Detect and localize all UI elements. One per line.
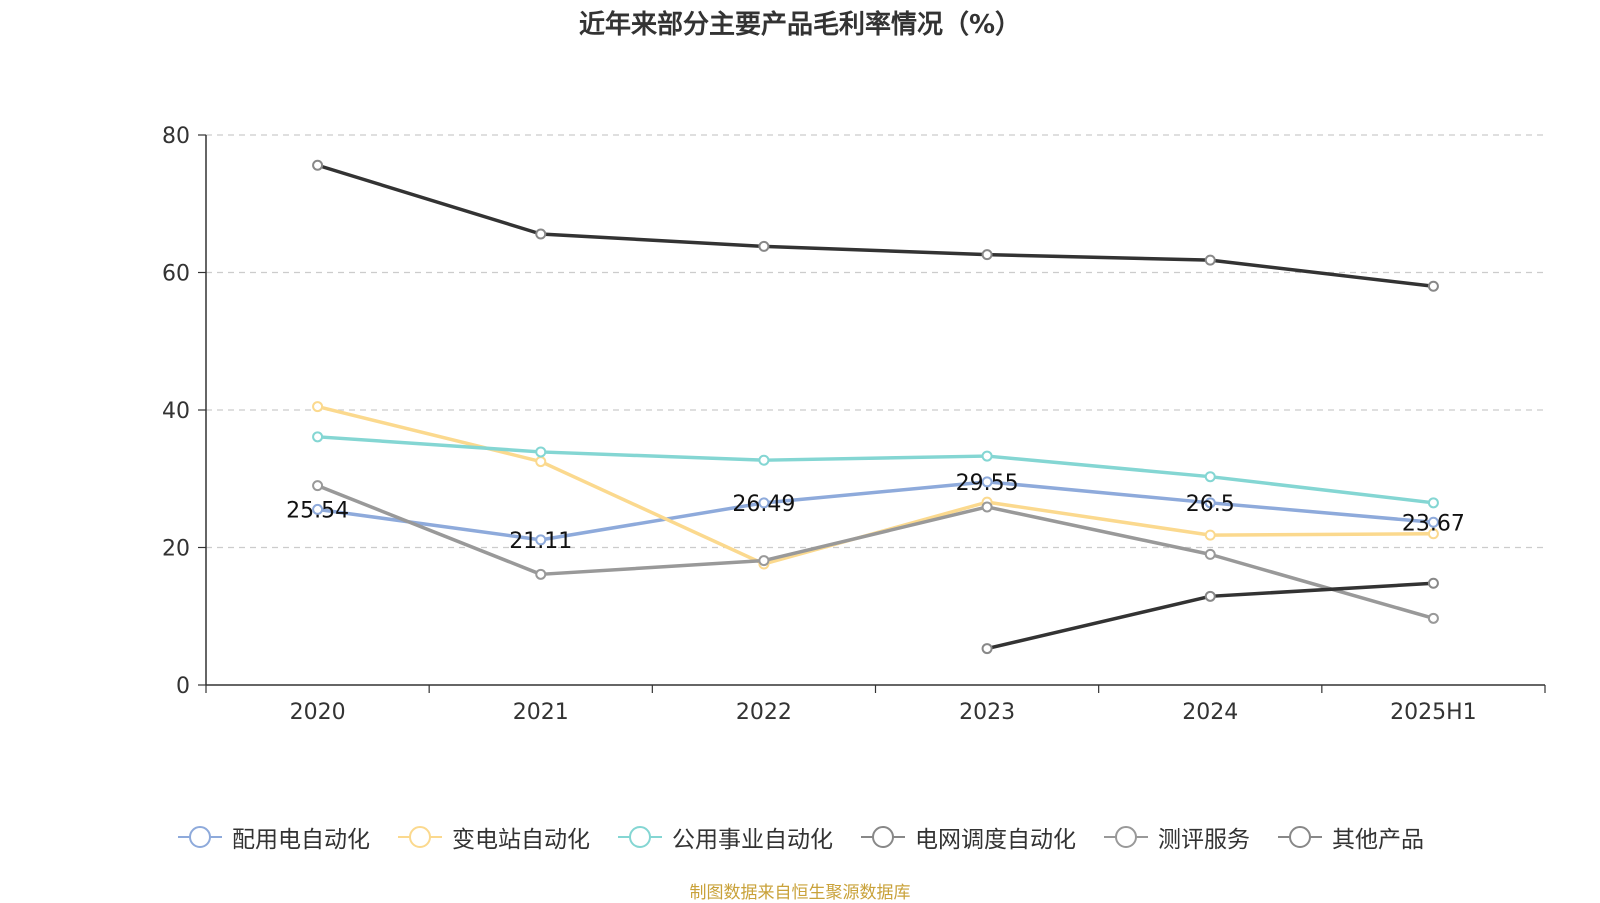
legend-label: 其他产品 (1332, 827, 1424, 853)
data-point (1204, 548, 1216, 560)
legend-label: 配用电自动化 (232, 827, 370, 853)
y-tick-label: 80 (162, 124, 190, 149)
y-tick-label: 60 (162, 262, 190, 287)
x-tick-label: 2020 (290, 700, 346, 725)
data-point (981, 249, 993, 261)
series-line (317, 435, 1434, 505)
data-point (535, 568, 547, 580)
data-point (312, 431, 324, 443)
legend: 配用电自动化 变电站自动化 公用事业自动化 电网调度自动化 测评服务 其他产品 (0, 820, 1600, 854)
data-point (535, 446, 547, 458)
legend-item[interactable]: 配用电自动化 (176, 820, 370, 854)
data-label: 26.49 (732, 492, 795, 517)
data-labels: 25.54 21.11 26.49 29.55 26.5 23.67 (286, 471, 1465, 554)
grid-lines (206, 134, 1545, 549)
x-tick-label: 2023 (959, 700, 1015, 725)
legend-marker (1115, 826, 1137, 848)
source-note: 制图数据来自恒生聚源数据库 (689, 883, 911, 903)
series-3 (312, 431, 1439, 509)
data-point (1427, 612, 1439, 624)
data-point (1204, 529, 1216, 541)
series-line (316, 483, 1434, 620)
legend-swatch-icon (398, 826, 442, 848)
data-point (312, 401, 324, 413)
data-label: 21.11 (509, 529, 572, 554)
data-point (535, 534, 547, 546)
x-tick-label: 2021 (513, 700, 569, 725)
legend-item[interactable]: 其他产品 (1276, 820, 1424, 854)
data-point (1427, 577, 1439, 589)
data-point (312, 480, 324, 492)
legend-marker (1289, 826, 1311, 848)
x-tick-label: 2022 (736, 700, 792, 725)
legend-swatch-icon (618, 826, 662, 848)
series-line (317, 480, 1434, 542)
x-tick-label: 2025H1 (1390, 700, 1477, 725)
data-point (981, 450, 993, 462)
legend-item[interactable]: 电网调度自动化 (859, 820, 1076, 854)
legend-swatch-icon (178, 826, 222, 848)
data-label: 26.5 (1186, 492, 1235, 517)
y-tick-label: 40 (162, 399, 190, 424)
legend-item[interactable]: 公用事业自动化 (616, 820, 833, 854)
series-6 (981, 577, 1439, 655)
axes: 0 20 40 60 80 2020 2021 2022 2023 2024 2025H1 (162, 124, 1546, 725)
data-point (981, 476, 993, 488)
series-line (317, 163, 1434, 288)
data-point (535, 456, 547, 468)
chart-title: 近年来部分主要产品毛利率情况（%） (578, 10, 1022, 40)
legend-swatch-icon (861, 826, 905, 848)
data-point (535, 228, 547, 240)
series-1 (312, 476, 1439, 546)
series-5 (312, 480, 1439, 624)
legend-marker (189, 826, 211, 848)
data-point (312, 159, 324, 171)
legend-marker (872, 826, 894, 848)
data-point (758, 555, 770, 567)
legend-label: 公用事业自动化 (672, 827, 833, 853)
legend-item[interactable]: 测评服务 (1102, 820, 1250, 854)
data-point (981, 643, 993, 655)
series-4 (312, 159, 1439, 292)
data-point (1204, 497, 1216, 509)
legend-swatch-icon (1278, 826, 1322, 848)
data-label: 25.54 (286, 498, 349, 523)
data-point (1204, 471, 1216, 483)
data-label: 29.55 (956, 471, 1019, 496)
series-line (317, 404, 1434, 566)
data-label: 23.67 (1402, 511, 1465, 536)
data-point (1204, 254, 1216, 266)
legend-label: 电网调度自动化 (915, 827, 1076, 853)
data-point (1204, 590, 1216, 602)
data-point (312, 503, 324, 515)
y-tick-label: 20 (162, 537, 190, 562)
x-tick-label: 2024 (1182, 700, 1238, 725)
legend-label: 测评服务 (1158, 827, 1250, 853)
data-point (1427, 516, 1439, 528)
legend-marker (409, 826, 431, 848)
data-point (1427, 280, 1439, 292)
line-chart: 0 20 40 60 80 2020 2021 2022 2023 2024 2025H1 25.5… (162, 124, 1546, 725)
data-point (981, 501, 993, 513)
legend-marker (629, 826, 651, 848)
series-lines (312, 159, 1439, 655)
legend-item[interactable]: 变电站自动化 (396, 820, 590, 854)
data-point (1427, 528, 1439, 540)
legend-swatch-icon (1104, 826, 1148, 848)
data-point (758, 240, 770, 252)
legend-label: 变电站自动化 (452, 827, 590, 853)
data-point (758, 454, 770, 466)
data-point (1427, 497, 1439, 509)
y-tick-label: 0 (176, 674, 190, 699)
data-point (758, 497, 770, 509)
